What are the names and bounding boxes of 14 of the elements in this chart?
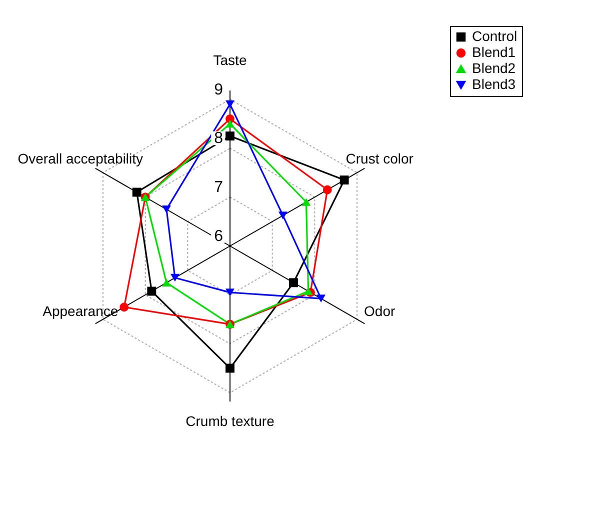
spoke-label: Overall acceptability [18,150,144,166]
spoke-label: Crust color [346,150,414,166]
legend-label: Blend1 [472,44,516,60]
y-tick-label: 7 [214,179,224,196]
spoke-label: Appearance [42,303,118,319]
y-tick-label: 9 [214,81,224,98]
spoke-label: Odor [364,303,396,319]
spoke-label: Taste [213,52,247,68]
y-tick-label: 6 [214,228,224,245]
legend-label: Blend3 [472,76,516,92]
legend-label: Blend2 [472,60,516,76]
y-tick-label: 8 [214,130,224,148]
legend-label: Control [472,28,518,44]
spoke-label: Crumb texture [186,413,275,429]
